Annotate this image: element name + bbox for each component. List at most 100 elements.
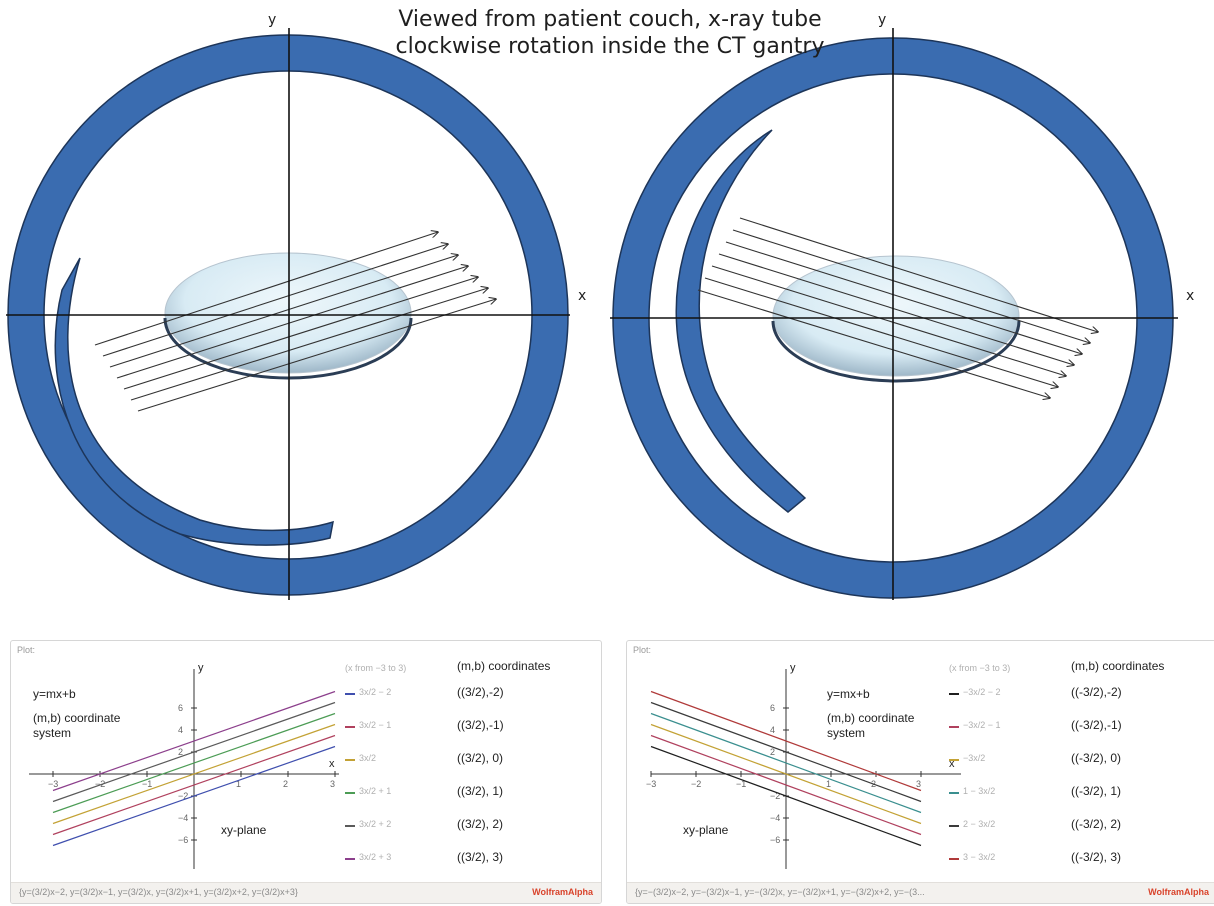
- y-tick-label: 2: [770, 747, 775, 757]
- patient-body: [772, 255, 1020, 377]
- plot-x-axis-label: x: [329, 758, 335, 770]
- mb-coordinate: ((-3/2), 0): [1071, 751, 1122, 765]
- y-axis-label: y: [268, 12, 276, 28]
- legend-swatch: [345, 693, 355, 695]
- x-tick-label: 3: [330, 779, 335, 789]
- mb-coordinate: ((-3/2), 3): [1071, 850, 1122, 864]
- x-ray-beam: [102, 244, 448, 357]
- x-axis-label: x: [578, 288, 586, 304]
- plot-series-line: [52, 712, 336, 814]
- x-tick-label: −1: [736, 779, 746, 789]
- x-range-note: (x from −3 to 3): [345, 663, 407, 673]
- figure-caption: Viewed from patient couch, x-ray tube cl…: [395, 7, 825, 59]
- x-tick-label: 3: [916, 779, 921, 789]
- x-ray-beam: [711, 265, 1066, 376]
- x-ray-beam: [123, 277, 478, 390]
- plot-series-line: [650, 734, 922, 836]
- x-tick-label: −2: [691, 779, 701, 789]
- x-ray-tube-arc: [54, 257, 334, 546]
- y-tick-label: 4: [770, 725, 775, 735]
- legend-swatch: [949, 792, 959, 794]
- x-tick-label: −1: [142, 779, 152, 789]
- legend-swatch: [345, 825, 355, 827]
- y-tick-label: 4: [178, 725, 183, 735]
- plot-x-axis-label: x: [949, 758, 955, 770]
- y-tick-label: −6: [770, 835, 780, 845]
- x-tick-label: −3: [646, 779, 656, 789]
- x-ray-beam: [94, 232, 438, 346]
- plot-tag: Plot:: [633, 645, 652, 655]
- plot-series-line: [52, 734, 336, 836]
- x-ray-beam: [732, 229, 1090, 343]
- x-ray-beam: [697, 289, 1050, 398]
- x-ray-beams: [94, 232, 496, 412]
- coords-header: (m,b) coordinates: [457, 659, 551, 673]
- plot-panel-left: Plot: y x −3 −2 −1 1 2 3 6 4 2 −2 −4 −6 y=mx+b (m,…: [10, 640, 602, 904]
- x-ray-beam: [704, 277, 1058, 387]
- query-footer: {y=−(3/2)x−2, y=−(3/2)x−1, y=−(3/2)x, y=…: [627, 882, 1214, 903]
- legend-expression: −3x/2 − 1: [963, 720, 1001, 730]
- plot-series-line: [650, 701, 922, 803]
- legend-expression: 3x/2 + 3: [359, 852, 392, 862]
- query-text: {y=(3/2)x−2, y=(3/2)x−1, y=(3/2)x, y=(3/…: [19, 887, 298, 897]
- x-tick-label: −3: [48, 779, 58, 789]
- x-tick-label: 1: [826, 779, 831, 789]
- x-range-note: (x from −3 to 3): [949, 663, 1011, 673]
- mb-coordinate: ((-3/2),-2): [1071, 685, 1122, 699]
- legend-expression: 3x/2 + 1: [359, 786, 392, 796]
- query-footer: {y=(3/2)x−2, y=(3/2)x−1, y=(3/2)x, y=(3/…: [11, 882, 601, 903]
- y-tick-label: −2: [178, 791, 188, 801]
- plane-label: xy-plane: [683, 823, 729, 837]
- legend-swatch: [949, 759, 959, 761]
- legend-swatch: [345, 726, 355, 728]
- patient-body-shadow: [771, 320, 1021, 383]
- x-ray-beam: [109, 255, 458, 368]
- equation-label: y=mx+b: [827, 687, 870, 701]
- plot-series-line: [52, 690, 336, 792]
- y-tick-label: 6: [770, 703, 775, 713]
- legend-swatch: [949, 825, 959, 827]
- plane-label: xy-plane: [221, 823, 267, 837]
- equation-label: y=mx+b: [33, 687, 76, 701]
- coords-header: (m,b) coordinates: [1071, 659, 1165, 673]
- system-label: (m,b) coordinate system: [33, 711, 121, 740]
- plot-tag: Plot:: [17, 645, 36, 655]
- legend-swatch: [949, 858, 959, 860]
- mb-coordinate: ((3/2), 3): [457, 850, 504, 864]
- mb-coordinate: ((3/2),-1): [457, 718, 504, 732]
- x-axis-label: x: [1186, 288, 1194, 304]
- x-ray-beam: [116, 266, 468, 379]
- legend-swatch: [345, 792, 355, 794]
- legend-expression: 1 − 3x/2: [963, 786, 996, 796]
- patient-body: [164, 252, 412, 374]
- mb-coordinate: ((3/2), 0): [457, 751, 504, 765]
- x-ray-beam: [725, 241, 1082, 354]
- x-ray-beams: [697, 217, 1098, 398]
- y-tick-label: −4: [178, 813, 188, 823]
- query-text: {y=−(3/2)x−2, y=−(3/2)x−1, y=−(3/2)x, y=…: [635, 887, 925, 897]
- legend-expression: 3 − 3x/2: [963, 852, 996, 862]
- legend-expression: 3x/2: [359, 753, 377, 763]
- legend-expression: 3x/2 − 2: [359, 687, 392, 697]
- plot-series-line: [650, 690, 922, 792]
- legend-expression: −3x/2: [963, 753, 986, 763]
- x-ray-beam: [718, 253, 1074, 365]
- plot-series-line: [52, 701, 336, 803]
- plot-y-axis-label: y: [790, 662, 796, 674]
- mb-coordinate: ((-3/2),-1): [1071, 718, 1122, 732]
- mb-coordinate: ((3/2), 2): [457, 817, 504, 831]
- x-ray-beam: [739, 217, 1098, 332]
- wolfram-alpha-logo: WolframAlpha: [1148, 887, 1209, 897]
- plot-series-line: [650, 745, 922, 847]
- wolfram-alpha-logo: WolframAlpha: [532, 887, 593, 897]
- x-tick-label: 2: [283, 779, 288, 789]
- legend-swatch: [345, 858, 355, 860]
- plot-series-line: [650, 723, 922, 825]
- legend-swatch: [345, 759, 355, 761]
- legend-swatch: [949, 693, 959, 695]
- y-tick-label: −2: [770, 791, 780, 801]
- y-axis-label: y: [878, 12, 886, 28]
